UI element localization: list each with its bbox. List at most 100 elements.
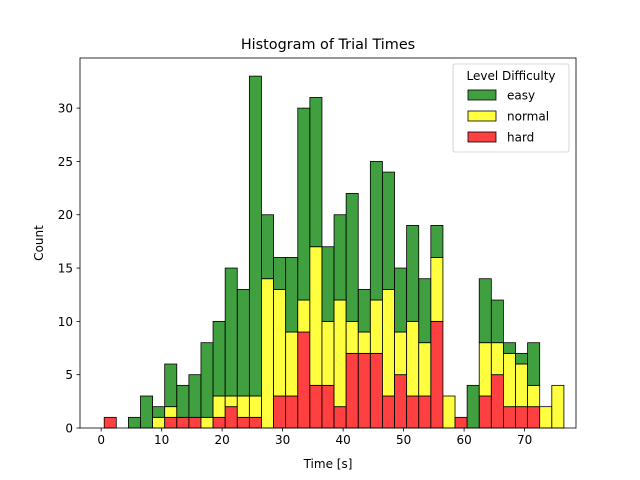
bar-normal-32 <box>490 342 504 376</box>
bar-hard-17 <box>309 384 323 429</box>
x-tick-label: 10 <box>154 433 169 447</box>
bar-normal-5 <box>164 406 178 418</box>
bar-normal-35 <box>527 384 541 408</box>
legend-box <box>452 63 570 153</box>
bar-easy-23 <box>382 171 395 290</box>
bar-easy-27 <box>430 225 444 258</box>
bar-hard-27 <box>430 320 444 429</box>
bar-easy-4 <box>152 406 166 418</box>
bar-easy-6 <box>176 384 190 418</box>
bar-easy-12 <box>248 75 262 397</box>
bar-normal-23 <box>382 288 395 397</box>
bar-hard-29 <box>454 416 468 429</box>
bar-easy-14 <box>273 256 287 290</box>
y-tick-label: 30 <box>58 102 73 116</box>
bar-hard-7 <box>188 416 202 429</box>
x-tick-label: 60 <box>456 433 471 447</box>
bar-easy-5 <box>164 363 178 408</box>
bar-normal-31 <box>478 342 492 397</box>
bar-normal-21 <box>357 331 371 354</box>
bar-hard-31 <box>478 395 492 429</box>
bar-hard-32 <box>490 374 504 429</box>
bar-normal-16 <box>297 299 311 333</box>
bar-easy-26 <box>418 278 432 344</box>
bar-hard-18 <box>321 384 335 429</box>
bar-hard-19 <box>333 406 347 429</box>
bar-hard-10 <box>224 406 238 429</box>
bar-easy-20 <box>345 193 359 322</box>
bar-hard-33 <box>503 406 516 429</box>
legend-label-normal: normal <box>507 110 549 124</box>
bar-easy-15 <box>285 256 299 333</box>
bar-easy-8 <box>200 342 214 418</box>
legend-swatch-normal <box>467 110 497 122</box>
legend-swatch-easy <box>467 89 497 101</box>
bar-normal-18 <box>321 320 335 386</box>
bar-normal-34 <box>515 363 529 408</box>
bar-easy-35 <box>527 342 541 386</box>
bar-hard-34 <box>515 406 529 429</box>
y-tick-label: 20 <box>58 208 73 222</box>
bar-hard-26 <box>418 395 432 429</box>
bar-hard-11 <box>236 416 250 429</box>
bar-normal-4 <box>152 416 166 429</box>
bar-easy-13 <box>261 214 274 280</box>
bar-easy-30 <box>466 384 480 429</box>
bar-hard-25 <box>406 395 420 429</box>
bar-easy-9 <box>212 320 226 397</box>
bar-normal-10 <box>224 395 238 408</box>
y-tick-label: 10 <box>58 315 73 329</box>
bar-normal-15 <box>285 331 299 397</box>
bar-hard-14 <box>273 395 287 429</box>
bar-hard-16 <box>297 331 311 429</box>
bar-normal-9 <box>212 395 226 418</box>
x-tick-label: 20 <box>215 433 230 447</box>
bar-easy-22 <box>369 161 383 301</box>
y-tick-label: 25 <box>58 155 73 169</box>
bar-hard-9 <box>212 416 226 429</box>
bar-normal-8 <box>200 416 214 429</box>
bar-normal-20 <box>345 320 359 354</box>
bar-easy-18 <box>321 246 335 322</box>
bar-hard-21 <box>357 352 371 429</box>
legend-swatch-hard <box>467 131 497 143</box>
bar-easy-21 <box>357 288 371 333</box>
bar-easy-17 <box>309 97 323 248</box>
bar-hard-23 <box>382 395 395 429</box>
bars-group <box>103 75 565 429</box>
bar-normal-22 <box>369 299 383 354</box>
bar-hard-24 <box>394 374 408 429</box>
bar-hard-12 <box>248 416 262 429</box>
bar-hard-20 <box>345 352 359 429</box>
bar-hard-5 <box>164 416 178 429</box>
bar-normal-14 <box>273 288 287 397</box>
legend-title: Level Difficulty <box>466 69 555 83</box>
bar-normal-11 <box>236 395 250 418</box>
x-tick-label: 30 <box>275 433 290 447</box>
bar-easy-31 <box>478 278 492 344</box>
x-tick-label: 40 <box>335 433 350 447</box>
bar-hard-15 <box>285 395 299 429</box>
bar-hard-22 <box>369 352 383 429</box>
y-axis-ticks: 0 5 10 15 20 25 30 <box>58 102 80 436</box>
bar-easy-7 <box>188 374 202 418</box>
bar-normal-33 <box>503 352 516 408</box>
y-tick-label: 15 <box>58 262 73 276</box>
bar-easy-2 <box>127 416 141 429</box>
bar-normal-12 <box>248 395 262 418</box>
x-axis-ticks: 0 10 20 30 40 50 60 70 <box>97 428 532 447</box>
bar-normal-19 <box>333 299 347 408</box>
chart-title: Histogram of Trial Times <box>241 37 415 53</box>
bar-normal-36 <box>539 406 553 429</box>
legend-label-hard: hard <box>507 131 534 145</box>
y-tick-label: 5 <box>65 368 73 382</box>
bar-normal-17 <box>309 246 323 386</box>
bar-normal-13 <box>261 278 274 429</box>
bar-easy-11 <box>236 288 250 397</box>
bar-normal-24 <box>394 331 408 376</box>
bar-easy-3 <box>140 395 153 429</box>
bar-hard-0 <box>103 416 117 429</box>
legend-items: easy normal hard <box>467 89 549 145</box>
bar-easy-32 <box>490 299 504 344</box>
